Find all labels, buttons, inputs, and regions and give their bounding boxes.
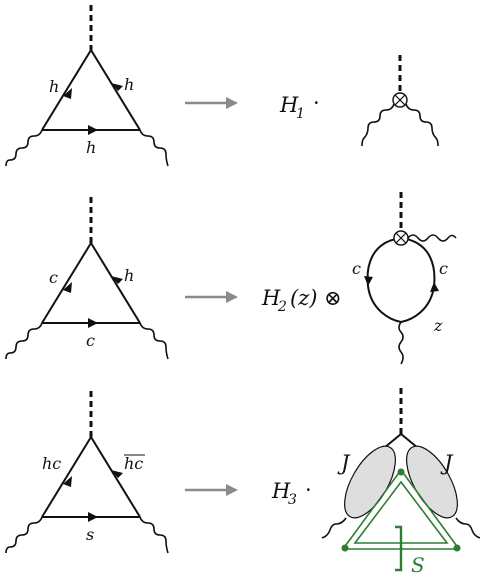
row1-vertex [361,55,439,147]
row3-right-label: hc [124,454,143,473]
row2-gray-arrow [185,291,238,303]
row3-gray-arrow [185,484,238,496]
row1-bottom-arrow [88,125,98,135]
row3-right-photon [455,517,481,539]
row1-gray-arrow [185,97,238,109]
row1-left-arrow [63,88,72,99]
row2-loop-photon-in [398,321,404,365]
row3-triangle: hc hc s [5,391,169,554]
row1-right-arrow [111,83,123,91]
row3-coef-op: · [305,478,312,502]
row2-loop: c c z [352,192,457,365]
row2-loop-right-label: c [439,259,448,278]
row1-right-edge [90,49,141,131]
row1-left-photon [5,129,43,167]
row1-coef-op: · [313,91,320,115]
row3-factorized: J J S [321,388,481,577]
row3-coef-symbol: H [271,479,291,503]
row2-triangle: c h c [5,197,169,360]
row3-bottom-label: s [86,525,94,544]
row3-coef-sub: 3 [288,492,297,508]
row1-bottom-label: h [86,138,96,157]
row2-loop-photon-out [407,234,457,242]
row3-coefficient: H 3 · [271,478,312,508]
row2-right-label: h [124,266,134,285]
row2-left-label: c [49,268,58,287]
row1-vertex-left-photon [361,103,395,147]
row2-loop-bottom-label: z [433,316,443,335]
row1-right-photon [139,129,169,167]
row1-right-label: h [124,75,134,94]
soft-cut-line [395,525,403,572]
row1-coef-symbol: H [279,93,299,117]
row2-coef-op: ⊗ [324,286,342,310]
row2-coef-symbol: H [261,286,281,310]
row1-left-edge [41,49,92,131]
row2-loop-left [366,237,402,323]
row1-left-label: h [49,77,59,96]
row2-loop-right [400,237,436,323]
row2-loop-left-label: c [352,259,361,278]
row3-left-label: hc [42,454,61,473]
soft-label: S [411,553,425,577]
jet-right-label: J [440,451,454,475]
row1-triangle: h h h [5,5,169,167]
row2-bottom-label: c [86,331,95,350]
row1-vertex-right-photon [405,103,439,147]
row1-coefficient: H 1 · [279,91,320,122]
row1-coef-sub: 1 [296,106,305,122]
row2-coef-sub: 2 [277,299,287,315]
row2-coefficient: H 2 (z) ⊗ [261,286,342,315]
jet-left-label: J [337,451,351,475]
row3-left-photon [321,517,347,539]
row2-coef-arg: (z) [290,286,317,310]
